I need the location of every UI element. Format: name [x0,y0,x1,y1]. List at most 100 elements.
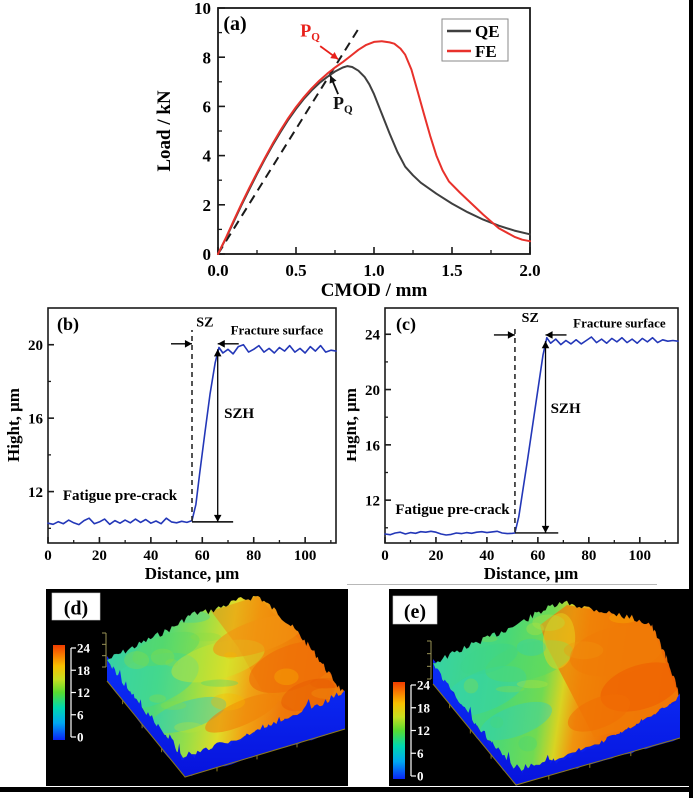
texture-blob [130,629,157,639]
panel-tag: (d) [64,597,88,619]
colorbar-tick-label: 24 [77,641,91,656]
surface-skirt [107,660,345,777]
texture-blob [124,651,150,670]
x-tick-label: 40 [479,548,494,564]
sz-label: SZ [522,311,539,326]
y-tick-label: 16 [365,438,381,454]
y-tick-label: 2 [203,196,212,215]
y-axis-title: Load / kN [154,90,175,172]
x-tick-label: 60 [530,548,545,564]
texture-blob [149,694,166,703]
texture-blob [454,729,468,744]
colorbar-tick-label: 12 [417,723,430,738]
colorbar-tick-label: 24 [417,678,431,693]
x-tick-label: 0 [44,548,52,564]
pq-label: PQ [300,20,320,43]
panel-c-height-profile-chart: 0 20 40 60 80 100 12 16 20 24 Distance, μm Hight, μ… [347,307,679,583]
arrowhead [507,331,515,339]
height-patch [479,701,553,741]
sz-label: SZ [196,315,213,330]
arrowhead [184,340,192,348]
texture-blob [516,680,548,689]
panel-b-height-profile-chart: 0 20 40 60 80 100 12 16 20 Distance, μm Hight, μm (… [4,307,337,583]
arrowhead [217,340,225,348]
texture-blob [174,722,203,733]
y-axis-title: Hight, μm [347,388,360,462]
colorbar-tick-label: 0 [417,769,424,784]
z-axis [427,640,432,680]
height-patch [281,678,335,712]
plot-b: 0 20 40 60 80 100 12 16 20 Distance, μm Hight, μm (… [4,307,337,583]
texture-blob [518,735,538,752]
x-tick-label: 100 [294,548,317,564]
arrowhead [213,349,222,357]
texture-blob [440,629,481,644]
panel-e-3d-surface: 24 18 12 6 0 (e) [389,589,690,786]
texture-blob [190,632,221,642]
y-tick-label: 16 [28,412,44,428]
construction-dashed-line [217,28,360,255]
height-patch [542,613,576,669]
colorbar-gradient [53,645,65,740]
panel-tag-box [392,595,438,625]
x-axis-title: CMOD / mm [321,280,428,300]
x-tick-label: 80 [581,548,596,564]
axis-ticks [217,7,531,255]
x-tick-label: 1.5 [441,261,462,280]
panel-tag: (e) [404,601,426,623]
plot-c: 0 20 40 60 80 100 12 16 20 24 Distance, μm Hight, μ… [347,307,679,583]
plot-frame [47,307,337,544]
series-FE [217,40,531,255]
arrowhead [541,525,550,533]
x-axis-title: Distance, μm [484,564,579,583]
annotation-text: Fracture surface [231,323,324,338]
axis-ticks [384,333,666,543]
series-profile [384,336,679,536]
arrowhead [213,514,222,522]
y-tick-label: 12 [365,494,380,510]
texture-blob [210,693,246,711]
texture-blob [310,678,341,689]
arrowhead [330,51,339,60]
texture-blob [224,651,237,659]
panel-d-surface-plot: 24 18 12 6 0 (d) [51,592,346,778]
x-tick-label: 2.0 [519,261,540,280]
texture-blob [532,614,565,631]
annotation-text: Fatigue pre-crack [63,488,178,504]
colorbar-tick-label: 12 [77,685,90,700]
texture-blob [490,716,504,729]
height-patch [205,693,279,733]
pq-label: PQ [333,93,353,116]
texture-blob [171,610,210,623]
x-tick-label: 0.5 [285,261,306,280]
texture-blob [526,622,544,636]
x-tick-label: 100 [629,548,652,564]
legend-box [441,18,509,62]
colorbar-tick-label: 18 [417,700,431,715]
texture-blob [200,679,239,687]
panel-tag-box [51,592,101,621]
colorbar: 24 18 12 6 0 [393,678,431,784]
colorbar-tick-label: 6 [417,746,424,761]
texture-blob [478,635,498,643]
szh-label: SZH [224,406,254,422]
texture-blob [274,668,299,686]
x-axis-title: Distance, μm [145,564,240,583]
height-patch [460,643,518,675]
height-patch [569,625,665,677]
x-tick-label: 60 [195,548,210,564]
surface-outline [432,600,681,772]
x-tick-label: 80 [246,548,261,564]
axis-ticks [47,343,332,543]
plot-a: 0.0 0.5 1.0 1.5 2.0 0 2 4 6 8 10 CMOD / mm Load / kN… [154,0,541,300]
x-tick-label: 20 [92,548,107,564]
z-axis [102,632,107,668]
annotation-text: Fatigue pre-crack [395,502,510,518]
x-tick-label: 20 [428,548,443,564]
y-tick-label: 12 [28,485,43,501]
texture-blob [463,678,479,694]
panel-tag: (a) [223,13,246,35]
height-patch [213,614,305,658]
y-tick-label: 24 [365,328,381,344]
